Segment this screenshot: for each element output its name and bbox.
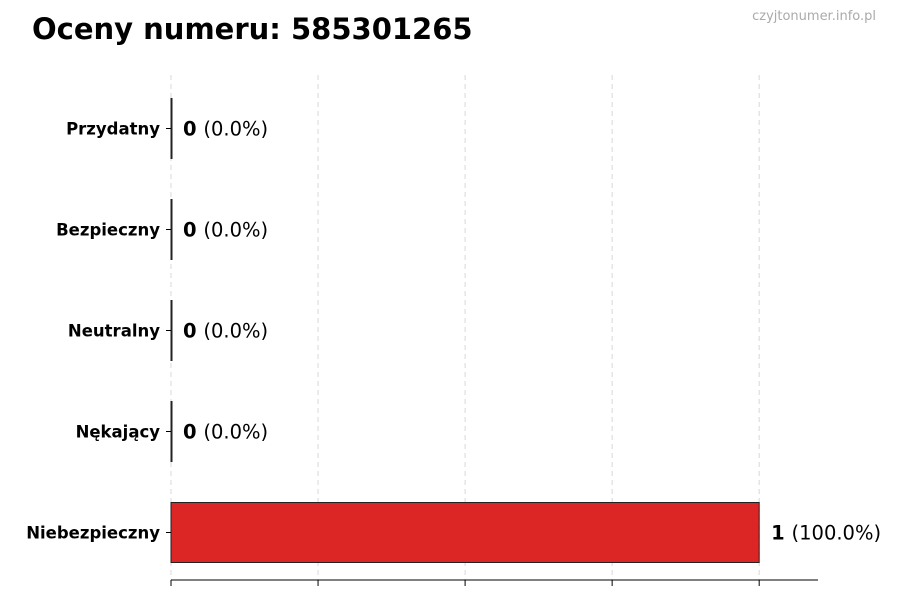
- category-label: Nękający: [76, 423, 161, 442]
- bar: [170, 401, 173, 462]
- chart-title: Oceny numeru: 585301265: [32, 12, 473, 46]
- data-label-percent: (100.0%): [792, 522, 882, 545]
- data-label-percent: (0.0%): [203, 421, 268, 444]
- data-label-count: 0: [183, 421, 203, 444]
- data-label-count: 0: [183, 118, 203, 141]
- data-label: 0 (0.0%): [183, 320, 268, 343]
- data-label-count: 1: [771, 522, 791, 545]
- data-label: 0 (0.0%): [183, 421, 268, 444]
- bar: [170, 98, 173, 159]
- watermark: czyjtonumer.info.pl: [752, 9, 876, 24]
- category-label: Neutralny: [68, 322, 160, 341]
- data-label-count: 0: [183, 320, 203, 343]
- category-label: Bezpieczny: [56, 221, 160, 240]
- data-label: 0 (0.0%): [183, 118, 268, 141]
- data-label-percent: (0.0%): [203, 118, 268, 141]
- bar: [170, 300, 173, 361]
- bar: [170, 199, 173, 260]
- data-label-count: 0: [183, 219, 203, 242]
- data-label-percent: (0.0%): [203, 219, 268, 242]
- data-label: 0 (0.0%): [183, 219, 268, 242]
- category-label: Niebezpieczny: [26, 524, 160, 543]
- data-label: 1 (100.0%): [771, 522, 881, 545]
- category-label: Przydatny: [66, 120, 160, 139]
- data-label-percent: (0.0%): [203, 320, 268, 343]
- bar: [170, 502, 760, 563]
